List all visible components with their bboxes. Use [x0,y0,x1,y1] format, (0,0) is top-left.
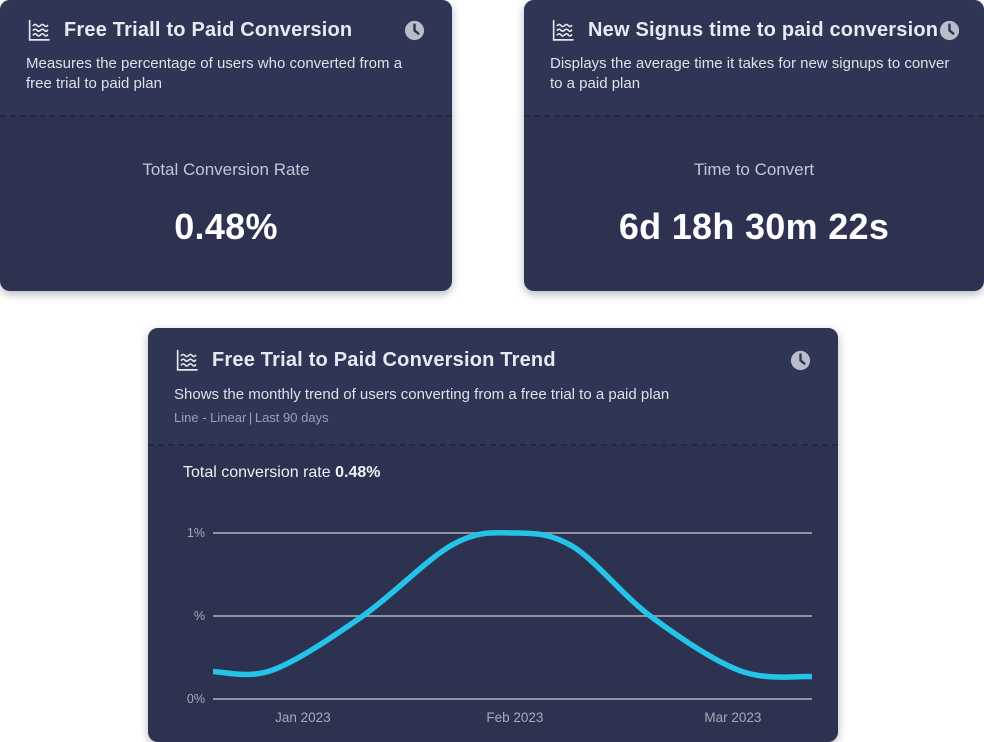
metric-label: Time to Convert [693,160,815,179]
y-tick-label: 1% [186,526,205,540]
clock-icon[interactable] [789,349,812,372]
card-signup-time-to-conversion[interactable]: New Signus time to paid conversion Displ… [524,0,984,291]
trend-line-chart[interactable]: Total conversion rate 0.48% 1%% 0% Jan 202… [148,446,838,742]
card-description: Shows the monthly trend of users convert… [174,386,670,403]
metric-panel: Total Conversion Rate 0.48% [0,117,452,291]
card-display-settings: Line - Linear | Last 90 days [174,410,329,426]
trend-series-line[interactable] [213,530,812,680]
metric-value: 0.48% [174,206,278,247]
metric-label: Total Conversion Rate [142,160,310,179]
card-title-row: Free Triall to Paid Conversion [26,18,426,43]
card-header: Free Triall to Paid Conversion Measures … [0,0,452,117]
card-title: Free Triall to Paid Conversion [64,19,353,41]
x-tick-label: Feb 2023 [486,710,544,725]
wavy-line-chart-icon [26,18,51,43]
metric-panel: Time to Convert 6d 18h 30m 22s [524,117,984,291]
card-conversion-trend[interactable]: Free Trial to Paid Conversion Trend Show… [148,328,838,742]
trend-line-plot[interactable] [213,523,812,709]
y-tick-label: 0% [186,692,205,706]
card-title: Free Trial to Paid Conversion Trend [212,349,556,371]
card-free-trial-conversion[interactable]: Free Triall to Paid Conversion Measures … [0,0,452,291]
card-header: New Signus time to paid conversion Displ… [524,0,984,117]
wavy-line-chart-icon [174,348,199,373]
card-description: Measures the percentage of users who con… [26,55,403,93]
card-title-row: New Signus time to paid conversion [550,18,961,43]
clock-icon[interactable] [938,19,961,42]
card-title: New Signus time to paid conversion [588,19,939,41]
card-description: Displays the average time it takes for n… [550,55,950,93]
x-tick-label: Jan 2023 [275,710,331,725]
chart-summary-label: Total conversion rate 0.48% [183,464,380,482]
x-tick-label: Mar 2023 [704,710,762,725]
chart-summary-value: 0.48% [335,464,381,481]
chart-summary-text: Total conversion rate [183,464,331,481]
metric-value: 6d 18h 30m 22s [618,206,890,247]
wavy-line-chart-icon [550,18,575,43]
card-title-row: Free Trial to Paid Conversion Trend [174,348,812,373]
card-header: Free Trial to Paid Conversion Trend Show… [148,328,838,446]
clock-icon[interactable] [403,19,426,42]
y-tick-label: % [193,609,205,623]
